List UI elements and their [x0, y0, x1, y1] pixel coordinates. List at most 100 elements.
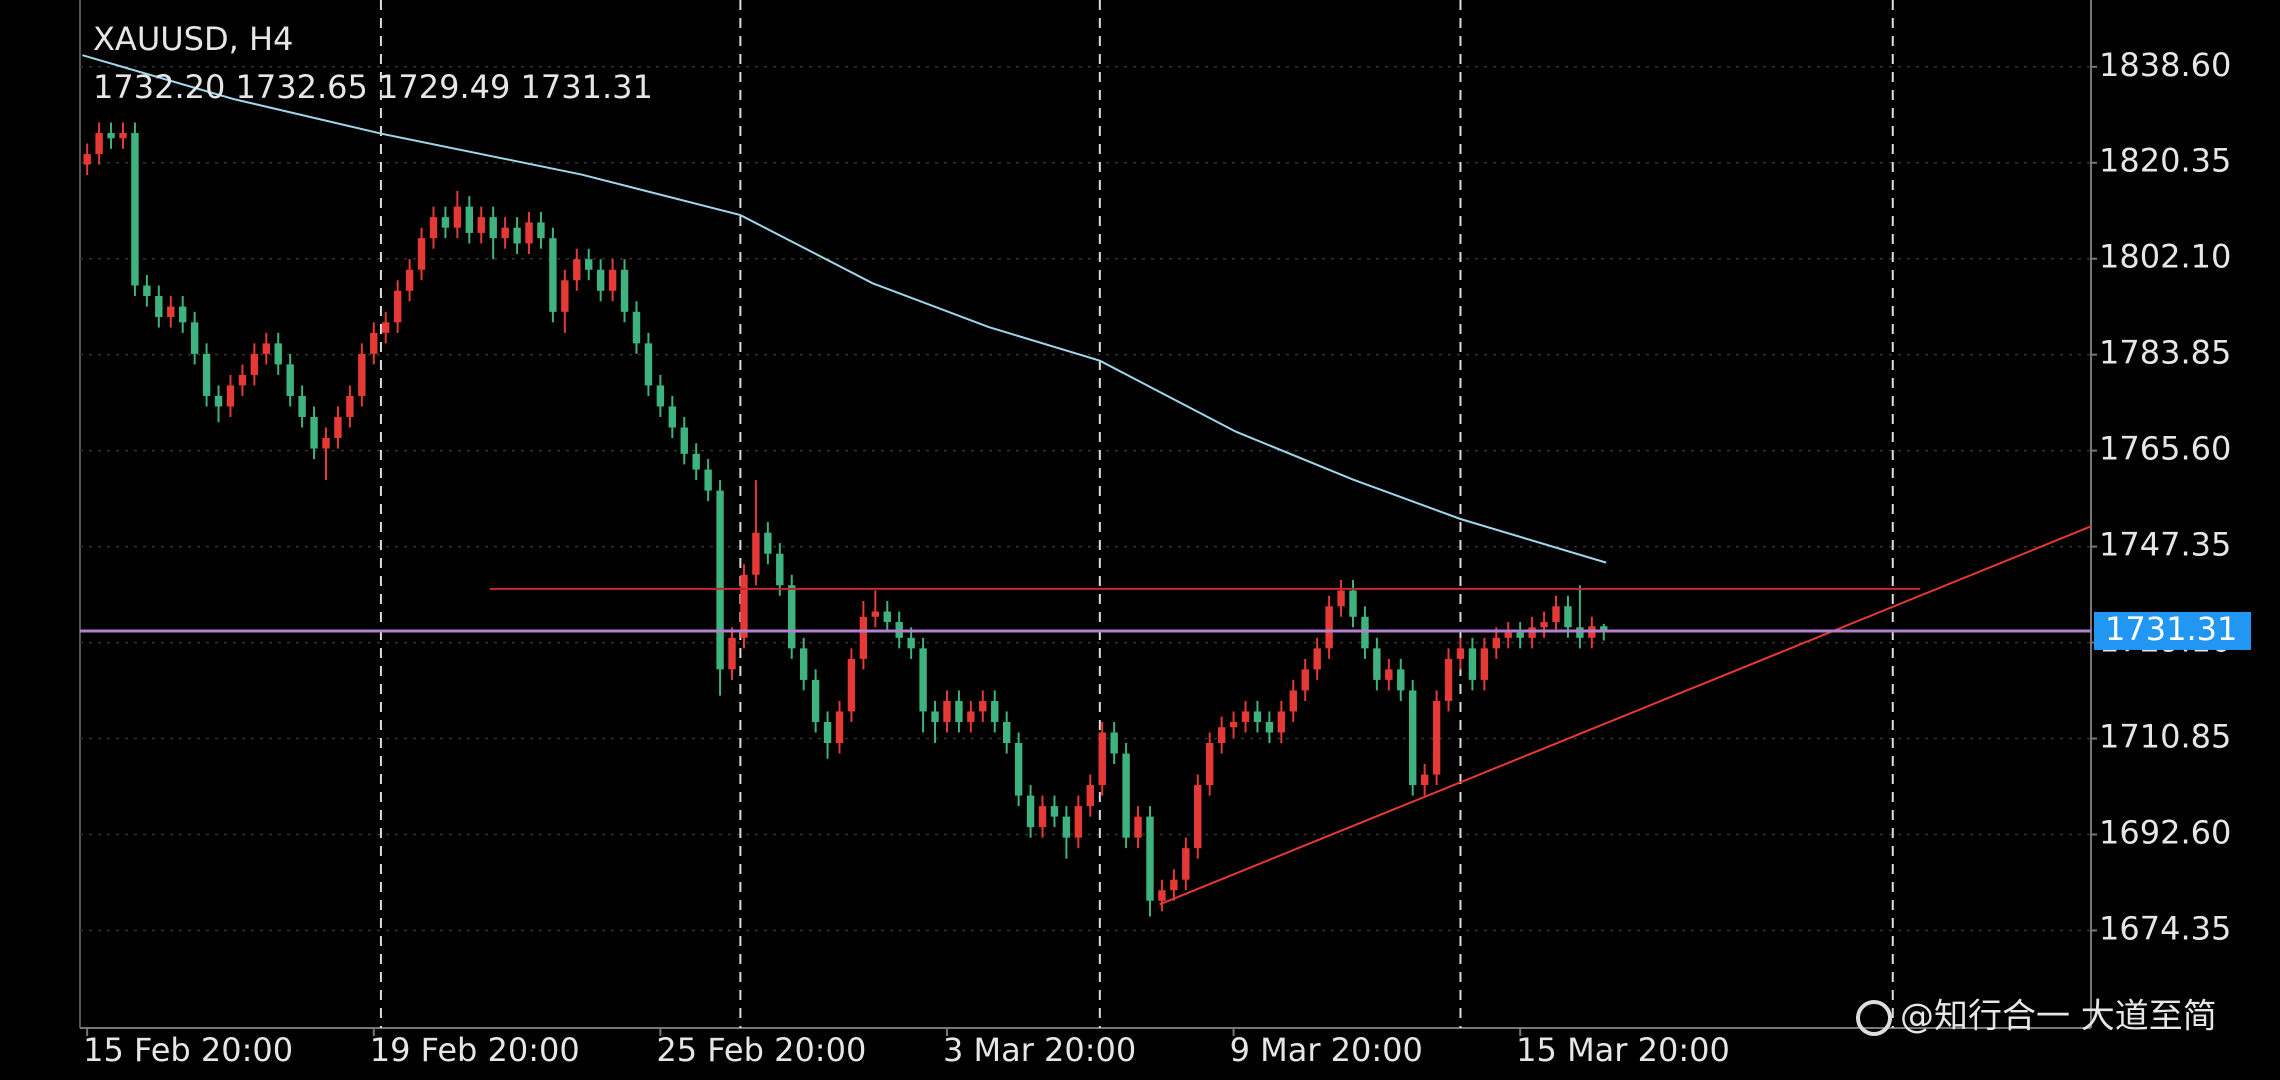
candle-body	[334, 416, 342, 439]
candle-body	[178, 306, 187, 323]
candle-body	[274, 343, 282, 365]
candle-body	[465, 206, 474, 233]
candle-body	[107, 133, 115, 139]
candle-body	[441, 217, 450, 228]
candle-body	[214, 395, 223, 407]
candle-body	[1492, 637, 1501, 649]
x-tick-label: 3 Mar 20:00	[943, 1031, 1136, 1069]
y-tick-label: 1747.35	[2099, 526, 2231, 564]
candle-body	[1134, 816, 1142, 838]
x-tick-label: 15 Feb 20:00	[83, 1031, 293, 1069]
candle-body	[119, 133, 127, 139]
candle-body	[393, 290, 402, 323]
candle-body	[1349, 590, 1357, 617]
moving-average	[82, 54, 1607, 564]
candle-body	[1253, 711, 1262, 722]
candle-body	[632, 311, 641, 344]
candle-body	[967, 711, 975, 722]
candle-body	[608, 269, 617, 291]
candle-body	[453, 206, 462, 228]
symbol-title: XAUUSD, H4	[93, 20, 293, 58]
y-tick-label: 1838.60	[2099, 46, 2231, 84]
candle-body	[1540, 622, 1548, 628]
candle-body	[704, 469, 712, 491]
candle-body	[1074, 806, 1083, 838]
candle-body	[1420, 774, 1429, 786]
candle-body	[1301, 669, 1309, 691]
drawn-line	[1159, 525, 2092, 906]
candle-body	[1229, 721, 1238, 728]
candle-body	[226, 385, 235, 407]
candle-body	[1552, 606, 1560, 623]
plot	[80, 54, 2092, 917]
candle-body	[202, 353, 211, 396]
candle-body	[1014, 742, 1023, 796]
candle-body	[799, 648, 808, 680]
candle-body	[310, 416, 318, 449]
candle-body	[955, 700, 963, 722]
candle-body	[1098, 732, 1106, 786]
candle-body	[979, 700, 987, 712]
candle-body	[190, 322, 199, 354]
x-tick-label: 15 Mar 20:00	[1516, 1031, 1730, 1069]
y-tick-label: 1692.60	[2099, 813, 2231, 851]
last-price-box	[2094, 611, 2251, 650]
candle-body	[1432, 700, 1441, 775]
candle-body	[1002, 721, 1011, 743]
candle-body	[680, 427, 688, 454]
candle-body	[83, 154, 91, 165]
candle-body	[596, 269, 605, 291]
candle-body	[1146, 816, 1154, 901]
candle-body	[1337, 590, 1345, 607]
candle-body	[1600, 626, 1608, 631]
candle-body	[417, 238, 426, 270]
candle-body	[1564, 606, 1572, 628]
candle-body	[238, 374, 247, 386]
candle-body	[1277, 711, 1286, 733]
candle-body	[859, 616, 868, 659]
candle-body	[740, 574, 748, 638]
x-tick-label: 19 Feb 20:00	[370, 1031, 580, 1069]
candle-body	[1182, 848, 1190, 880]
candle-body	[764, 532, 772, 554]
candle-body	[847, 658, 856, 712]
candle-body	[573, 259, 581, 281]
candle-body	[322, 438, 330, 449]
candle-body	[477, 217, 485, 233]
candle-body	[871, 611, 880, 617]
candle-body	[1528, 627, 1536, 638]
y-tick-label: 1710.85	[2099, 718, 2231, 756]
candle-body	[429, 217, 438, 239]
candle-body	[991, 700, 999, 722]
candle-body	[1241, 711, 1250, 722]
candle-body	[1468, 648, 1477, 680]
candle-body	[250, 353, 259, 375]
candle-body	[358, 353, 366, 396]
candle-body	[262, 343, 270, 354]
candle-body	[1086, 785, 1094, 807]
candle-body	[525, 222, 533, 244]
candle-body	[752, 532, 760, 575]
candle-body	[716, 490, 724, 670]
candle-body	[1050, 806, 1059, 817]
candle-body	[728, 637, 736, 670]
candle-body	[346, 395, 354, 417]
x-tick-label: 25 Feb 20:00	[656, 1031, 866, 1069]
candle-body	[919, 648, 927, 712]
candle-body	[131, 133, 139, 286]
ohlc-label: 1732.20 1732.65 1729.49 1731.31	[93, 68, 653, 106]
candle-body	[1122, 753, 1130, 838]
candle-body	[1516, 632, 1524, 638]
last-price-label: 1731.31	[2105, 610, 2237, 648]
candle-body	[943, 700, 951, 722]
candle-body	[513, 227, 521, 244]
candle-body	[1313, 648, 1321, 670]
candle-body	[1361, 616, 1369, 649]
candle-body	[143, 285, 151, 297]
candle-body	[668, 406, 677, 428]
candle-body	[1373, 648, 1381, 680]
candle-body	[1110, 732, 1118, 754]
candle-body	[1170, 879, 1178, 891]
